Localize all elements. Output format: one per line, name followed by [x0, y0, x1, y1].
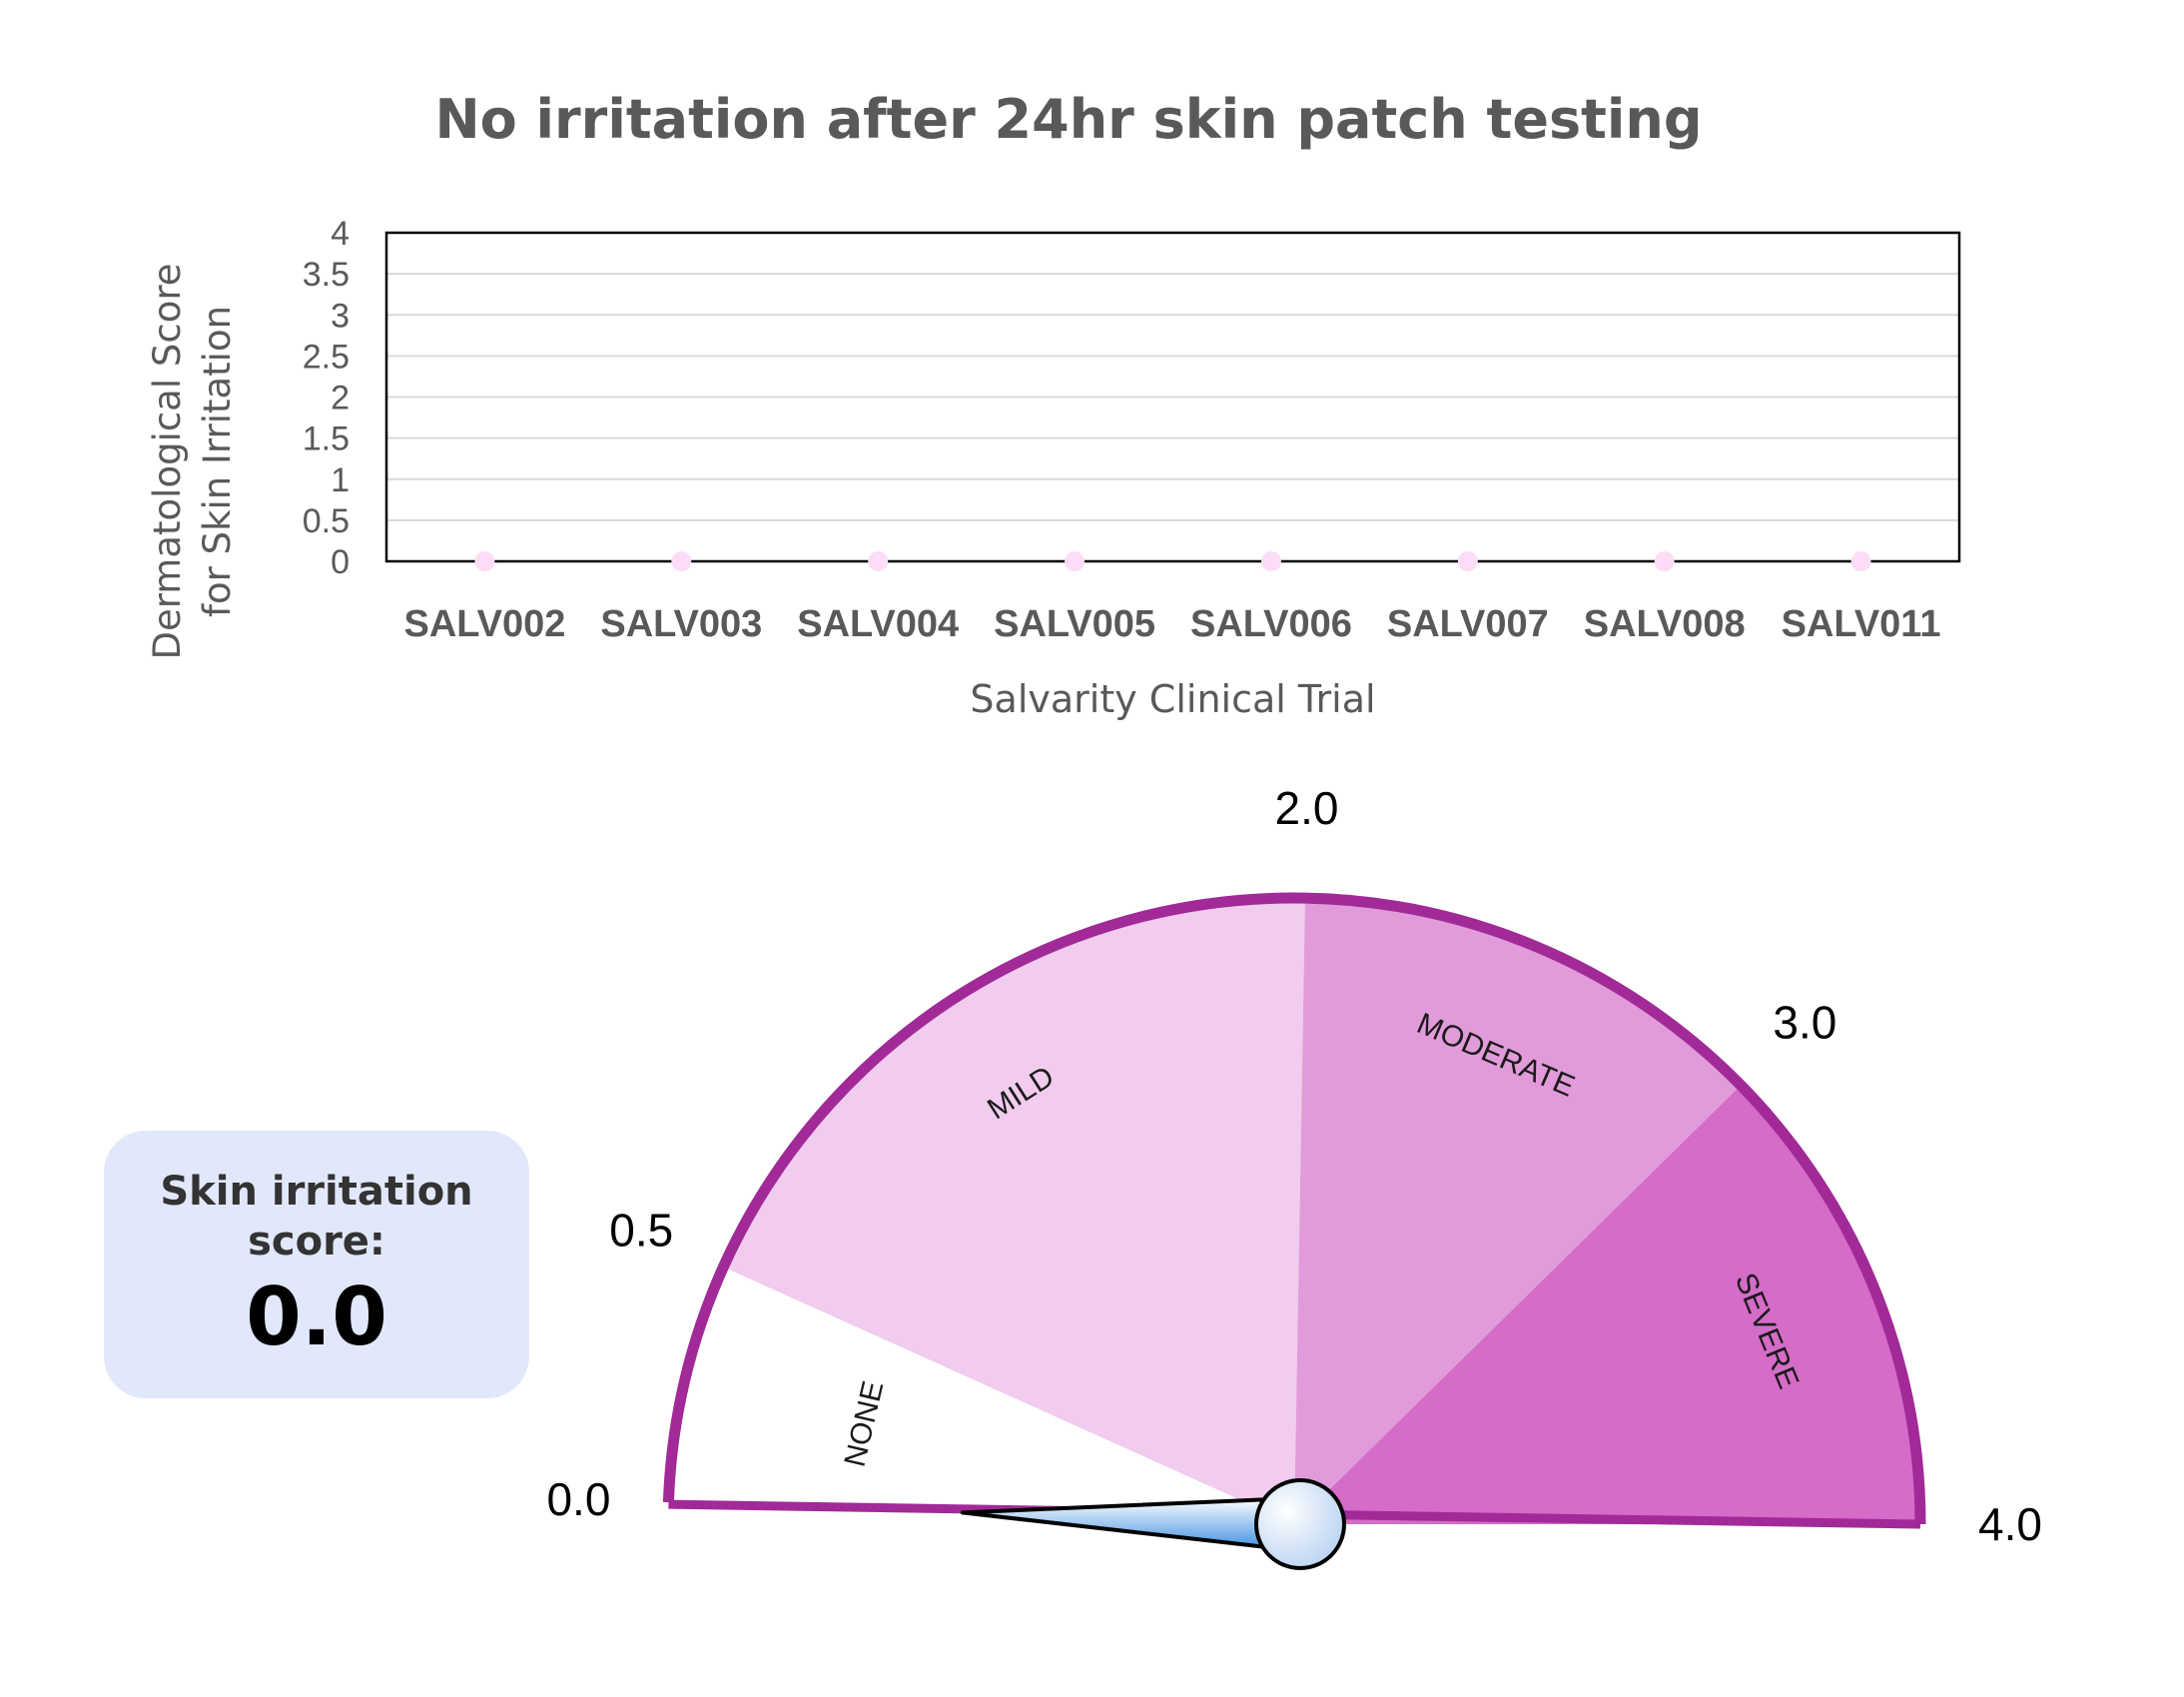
- score-card-value: 0.0: [246, 1271, 387, 1363]
- plot-area: [384, 231, 1961, 563]
- x-tick-label: SALV008: [1584, 603, 1746, 645]
- y-tick-label: 0: [331, 543, 350, 581]
- gauge-tick-label: 0.5: [609, 1205, 673, 1257]
- data-point: [474, 551, 495, 571]
- y-tick-label: 2: [331, 380, 350, 418]
- data-point: [868, 551, 889, 571]
- y-axis-title-line: Dermatological Score: [146, 263, 189, 659]
- gauge-rim: [662, 892, 1926, 1525]
- data-point: [1654, 551, 1675, 571]
- x-tick-label: SALV007: [1387, 603, 1549, 645]
- y-tick-label: 1: [331, 461, 350, 499]
- chart-title: No irritation after 24hr skin patch test…: [434, 88, 1703, 151]
- gauge-needle-hub: [1254, 1478, 1346, 1570]
- x-axis-title: Salvarity Clinical Trial: [970, 677, 1375, 721]
- data-point: [671, 551, 692, 571]
- y-tick-label: 1.5: [303, 421, 350, 458]
- score-card: Skin irritation score: 0.0: [104, 1131, 529, 1398]
- y-tick-label: 4: [331, 215, 350, 253]
- x-tick-label: SALV011: [1782, 603, 1941, 645]
- gauge-band-mild: [723, 898, 1305, 1524]
- y-tick-label: 3.5: [303, 256, 350, 294]
- data-point: [1457, 551, 1478, 571]
- y-tick-label: 0.5: [303, 502, 350, 540]
- x-tick-label: SALV003: [600, 603, 762, 645]
- gauge-band-severe: [1294, 1085, 1920, 1524]
- x-tick-label: SALV004: [797, 603, 959, 645]
- gauge-tick-label: 2.0: [1275, 782, 1339, 834]
- gauge-tick-label: 4.0: [1978, 1498, 2042, 1550]
- y-axis-title-line: for Skin Irritation: [196, 306, 239, 617]
- gauge-tick-label: 3.0: [1773, 996, 1836, 1048]
- y-tick-label: 3: [331, 297, 350, 335]
- score-card-label: Skin irritation score:: [160, 1169, 473, 1265]
- data-point: [1260, 551, 1281, 571]
- gauge-tick-label: 0.0: [546, 1473, 610, 1525]
- data-point: [1065, 551, 1086, 571]
- y-tick-label: 2.5: [303, 338, 350, 376]
- x-tick-label: SALV005: [994, 603, 1155, 645]
- x-tick-label: SALV002: [403, 603, 565, 645]
- data-point: [1850, 551, 1871, 571]
- x-tick-label: SALV006: [1190, 603, 1352, 645]
- gauge-band-moderate: [1294, 898, 1742, 1524]
- y-axis-title: Dermatological Score for Skin Irritation: [146, 263, 239, 659]
- gauge-band-none: [668, 1267, 1294, 1524]
